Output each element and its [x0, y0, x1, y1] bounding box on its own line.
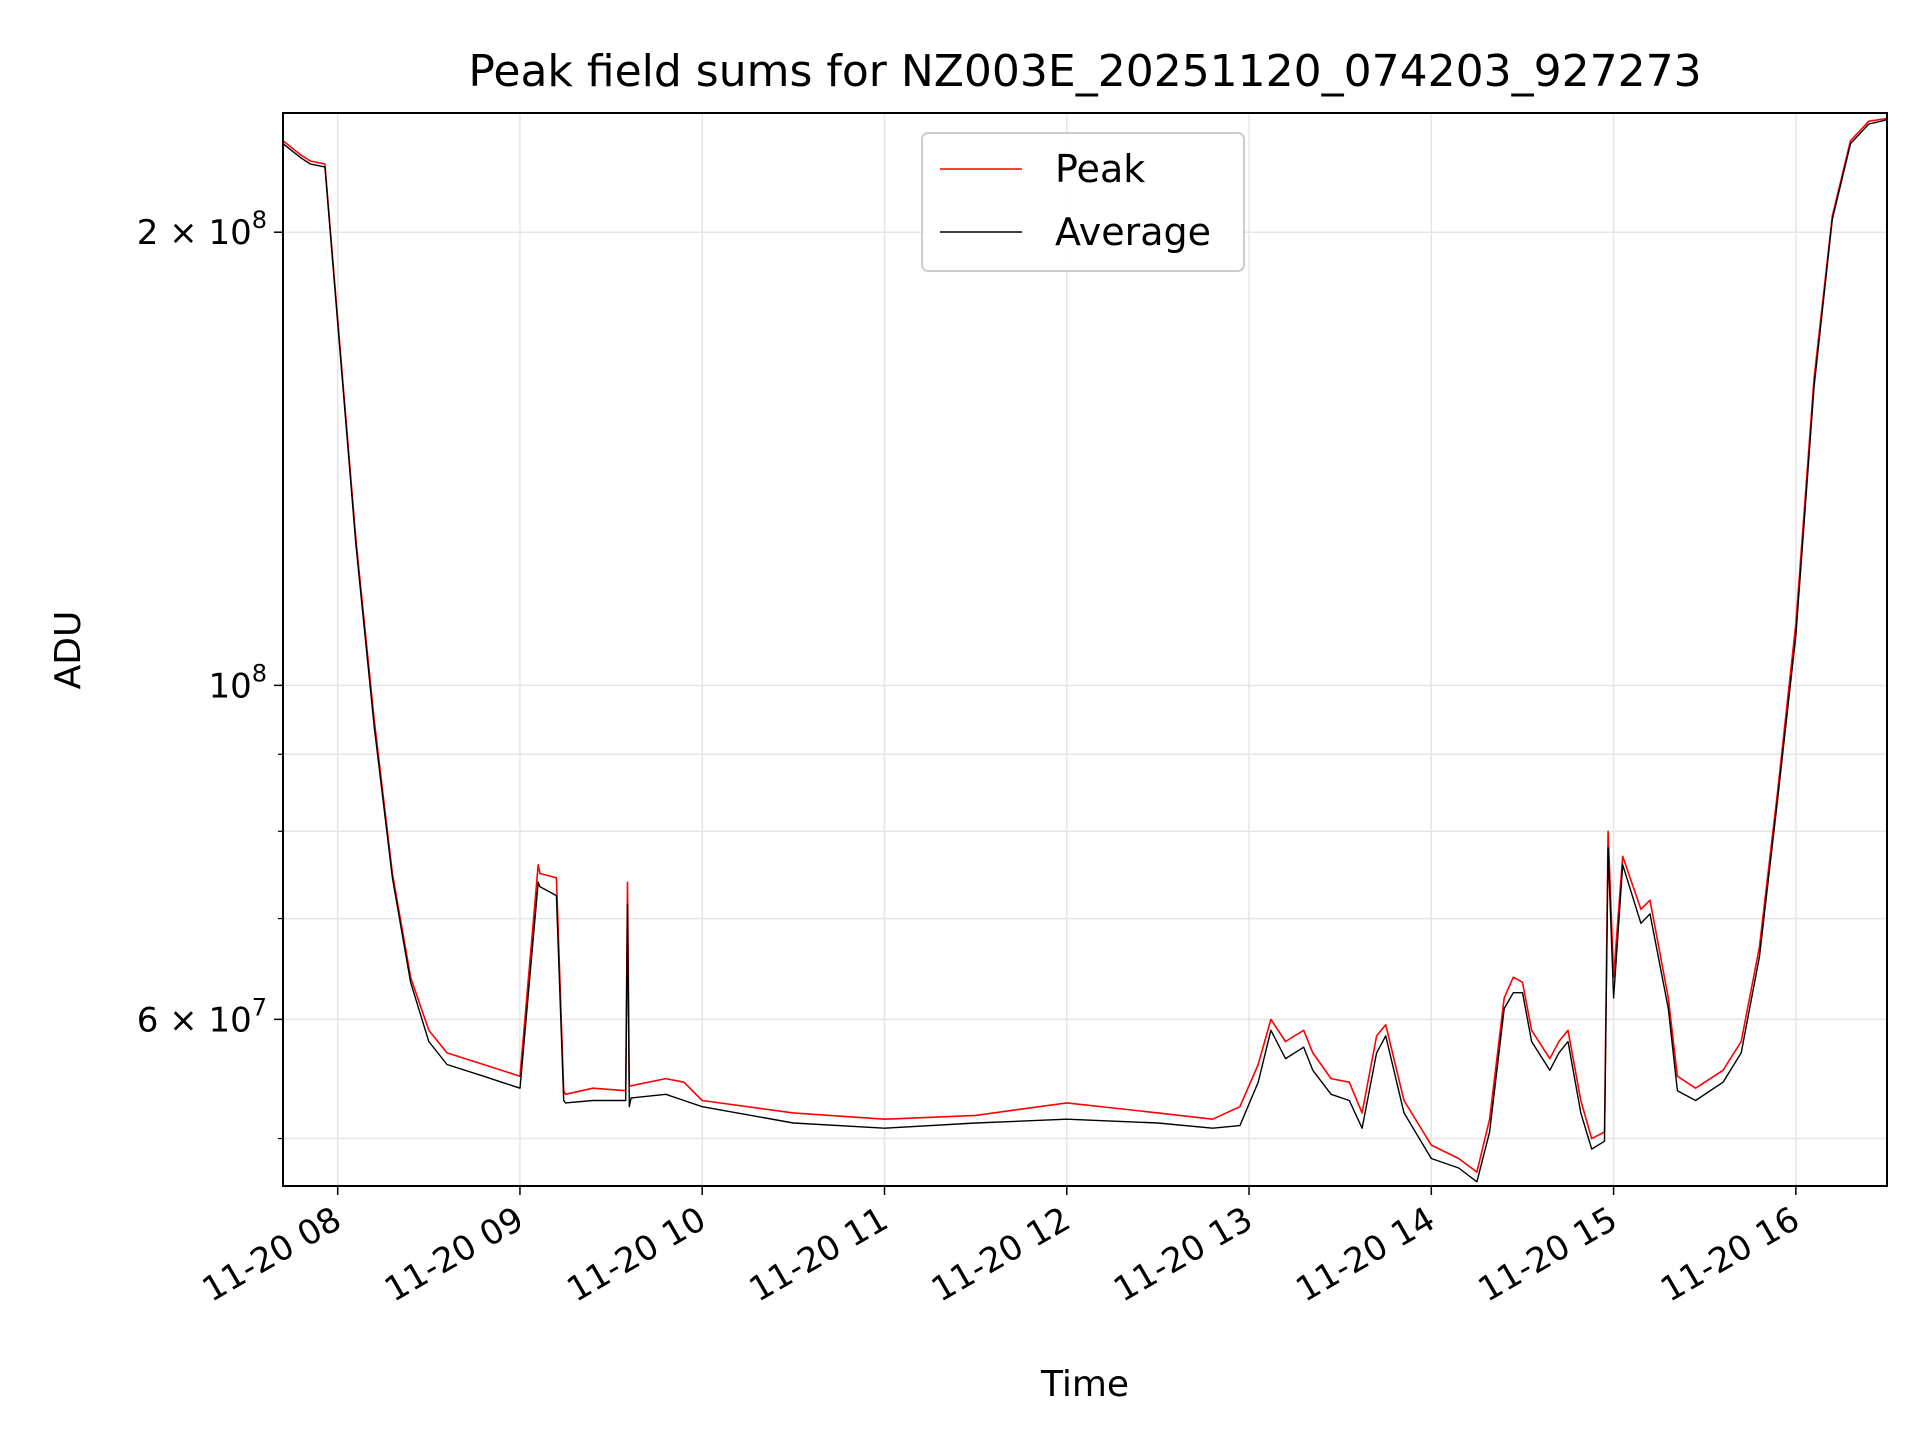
legend: Peak Average	[921, 132, 1245, 272]
y-tick-label: 2 × 108	[137, 206, 267, 253]
x-tick-label: 11-20 14	[1289, 1199, 1441, 1310]
x-axis: 11-20 08 11-20 09 11-20 10 11-20 11 11-20 12…	[196, 1186, 1806, 1310]
x-tick-label: 11-20 11	[743, 1199, 895, 1310]
legend-label-average: Average	[1055, 210, 1211, 254]
x-tick-label: 11-20 15	[1472, 1199, 1624, 1310]
grid	[283, 113, 1887, 1186]
y-axis: 6 × 107 108 2 × 108	[137, 206, 283, 1140]
y-axis-label: ADU	[48, 611, 89, 690]
chart-title: Peak field sums for NZ003E_20251120_0742…	[468, 46, 1701, 97]
series-line-average	[282, 119, 1888, 1183]
y-tick-label: 108	[208, 659, 267, 706]
series-group	[282, 117, 1888, 1183]
legend-box	[921, 132, 1245, 272]
plot-area-frame	[282, 112, 1888, 1187]
x-tick-label: 11-20 10	[560, 1199, 712, 1310]
x-tick-label: 11-20 12	[925, 1199, 1077, 1310]
series-line-peak	[282, 117, 1888, 1173]
x-tick-label: 11-20 16	[1654, 1199, 1806, 1310]
x-tick-label: 11-20 08	[196, 1199, 348, 1310]
x-tick-label: 11-20 13	[1107, 1199, 1259, 1310]
x-tick-label: 11-20 09	[378, 1199, 530, 1310]
legend-label-peak: Peak	[1055, 147, 1145, 191]
y-tick-label: 6 × 107	[137, 993, 267, 1040]
x-axis-label: Time	[1040, 1364, 1129, 1405]
